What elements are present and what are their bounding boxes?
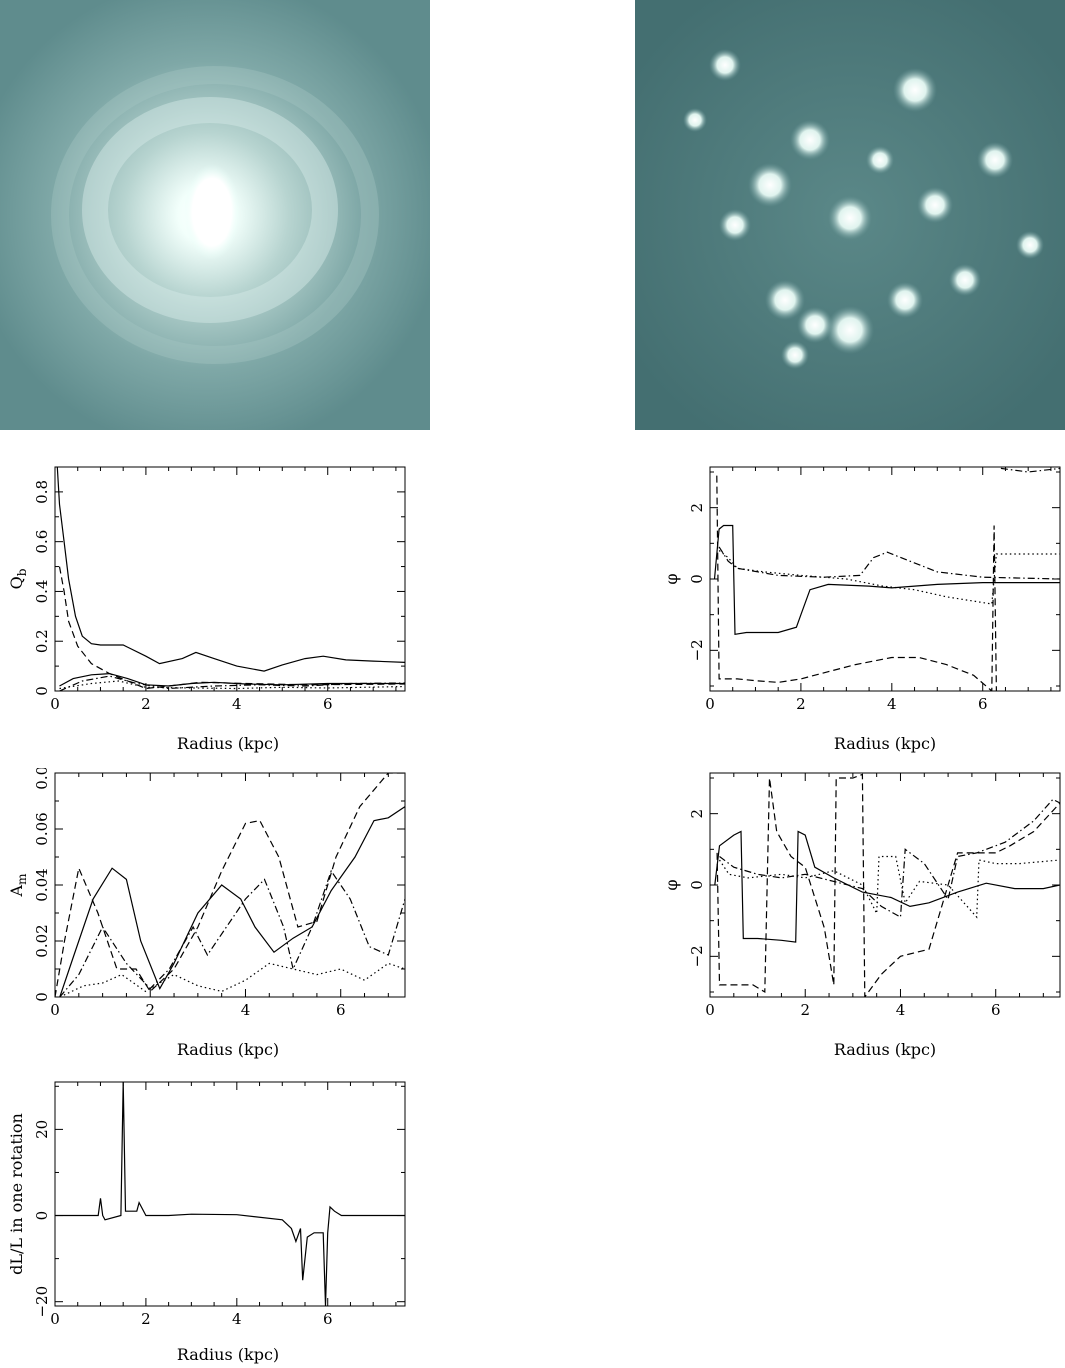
y-tick-label: 0.8 xyxy=(33,480,51,504)
series-line-solid xyxy=(59,806,405,997)
x-tick-label: 6 xyxy=(323,695,333,713)
x-tick-label: 6 xyxy=(323,1310,333,1328)
plot-frame xyxy=(709,772,1061,998)
plot-frame xyxy=(54,772,406,998)
y-axis-label: φ xyxy=(662,879,681,890)
galaxy-image-left xyxy=(0,0,430,430)
x-tick-label: 6 xyxy=(978,695,988,713)
x-tick-label: 0 xyxy=(705,1001,715,1019)
chart-am: 0 2 4 6 0 0.02 0.04 0.06 0.08 Radius (kpc) Am xyxy=(7,768,406,1059)
series-line-dashdot xyxy=(59,869,405,997)
series-line-dotted xyxy=(719,855,1060,919)
x-tick-label: 2 xyxy=(796,695,806,713)
x-tick-label: 0 xyxy=(50,1001,60,1019)
chart-phi-1: 0 2 4 6 −2 0 2 Radius (kpc) φ xyxy=(662,466,1061,753)
x-tick-label: 6 xyxy=(991,1001,1001,1019)
series-line-dashdot xyxy=(718,546,1060,580)
y-tick-label: 0 xyxy=(33,992,51,1002)
series-line-dashdot xyxy=(719,798,1060,919)
x-tick-label: 0 xyxy=(705,695,715,713)
chart-qb: 0 2 4 6 0 0.2 0.4 0.6 0.8 Radius (kpc) Qb xyxy=(7,466,406,753)
y-tick-label: 0.04 xyxy=(33,868,51,901)
x-tick-label: 2 xyxy=(800,1001,810,1019)
y-axis-label: Qb xyxy=(7,568,29,589)
chart-phi-2: 0 2 4 6 −2 0 2 Radius (kpc) φ xyxy=(662,772,1061,1059)
x-tick-label: 0 xyxy=(50,1310,60,1328)
series-line-solid xyxy=(56,467,405,672)
y-tick-label: 0 xyxy=(33,686,51,696)
series-line-dotted xyxy=(718,550,1060,605)
x-axis-label: Radius (kpc) xyxy=(834,734,936,753)
y-tick-label: 0.6 xyxy=(33,530,51,554)
x-tick-label: 6 xyxy=(336,1001,346,1019)
y-tick-label: 2 xyxy=(688,809,706,819)
plot-frame xyxy=(709,466,1061,692)
series-line-dashed xyxy=(716,773,1060,997)
series-line-solid xyxy=(59,672,405,687)
series-line-solid xyxy=(713,524,1060,635)
series-line-dotted xyxy=(59,680,405,690)
y-axis-label: dL/L in one rotation xyxy=(7,1113,26,1275)
plot-frame xyxy=(54,1081,406,1307)
y-tick-label: 20 xyxy=(33,1120,51,1139)
series-line-dashed xyxy=(55,773,405,997)
y-tick-label: −20 xyxy=(33,1286,51,1318)
x-tick-label: 4 xyxy=(241,1001,251,1019)
x-tick-label: 4 xyxy=(232,695,242,713)
y-axis-label: φ xyxy=(662,573,681,584)
y-tick-label: −2 xyxy=(688,945,706,967)
x-tick-label: 4 xyxy=(232,1310,242,1328)
y-tick-label: 0.4 xyxy=(33,580,51,604)
series-line-dashed xyxy=(716,475,997,691)
x-tick-label: 2 xyxy=(141,1310,151,1328)
series-line-dashdot xyxy=(59,675,405,691)
x-tick-label: 0 xyxy=(50,695,60,713)
y-tick-label: 2 xyxy=(688,503,706,513)
series-line-dotted xyxy=(59,962,405,997)
y-tick-label: 0.02 xyxy=(33,924,51,957)
y-tick-label: 0.08 xyxy=(33,768,51,790)
y-axis-label: Am xyxy=(7,873,29,898)
x-axis-label: Radius (kpc) xyxy=(834,1040,936,1059)
y-tick-label: 0 xyxy=(33,1211,51,1221)
series-line-dashdot xyxy=(1000,467,1060,473)
plot-frame xyxy=(54,466,406,692)
x-axis-label: Radius (kpc) xyxy=(177,1040,279,1059)
y-tick-label: 0 xyxy=(688,574,706,584)
x-tick-label: 4 xyxy=(887,695,897,713)
series-line-solid xyxy=(714,830,1060,943)
x-tick-label: 4 xyxy=(896,1001,906,1019)
series-line-solid xyxy=(55,1082,405,1306)
y-tick-label: 0.2 xyxy=(33,629,51,653)
x-tick-label: 2 xyxy=(145,1001,155,1019)
series-line-dashed xyxy=(58,566,405,690)
x-axis-label: Radius (kpc) xyxy=(177,1345,279,1364)
galaxy-image-right xyxy=(635,0,1065,430)
y-tick-label: 0.06 xyxy=(33,812,51,845)
x-tick-label: 2 xyxy=(141,695,151,713)
x-axis-label: Radius (kpc) xyxy=(177,734,279,753)
y-tick-label: −2 xyxy=(688,639,706,661)
y-tick-label: 0 xyxy=(688,880,706,890)
